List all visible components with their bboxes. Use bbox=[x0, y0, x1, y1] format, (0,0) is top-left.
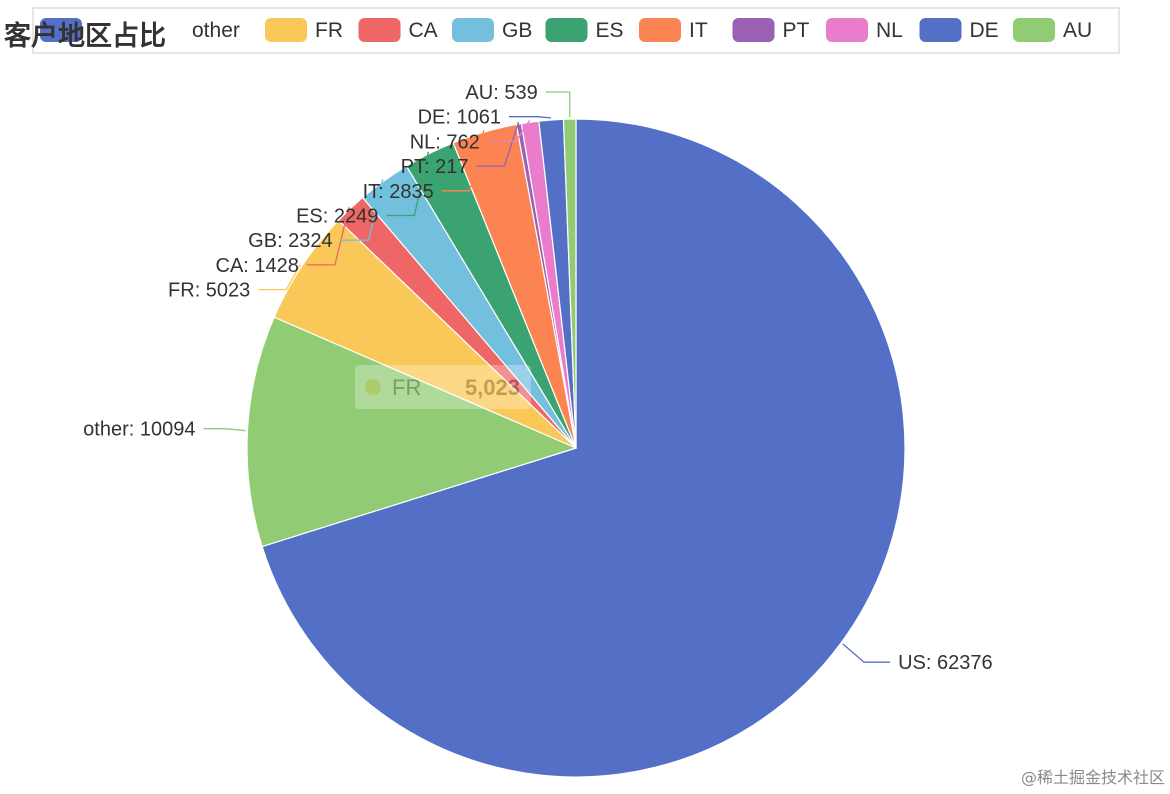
tooltip-marker bbox=[365, 379, 381, 395]
pie-slice-other[interactable] bbox=[246, 316, 578, 548]
leader-line-nl bbox=[487, 119, 531, 143]
legend-label-ca[interactable]: CA bbox=[409, 19, 438, 42]
slice-label-us: US: 62376 bbox=[898, 652, 993, 674]
legend-label-nl[interactable]: NL bbox=[876, 19, 903, 42]
legend-label-es[interactable]: ES bbox=[596, 19, 624, 42]
leader-line-fr bbox=[258, 264, 301, 291]
slice-label-other: other: 10094 bbox=[83, 419, 195, 441]
legend: other FR CA GB ES IT PT NL DE AU bbox=[32, 7, 1120, 54]
label-leader-lines bbox=[203, 91, 891, 663]
legend-marker-other[interactable] bbox=[40, 18, 82, 42]
legend-marker-nl[interactable] bbox=[826, 18, 868, 42]
slice-label-ca: CA: 1428 bbox=[216, 255, 299, 277]
leader-line-es bbox=[386, 151, 430, 217]
legend-label-gb[interactable]: GB bbox=[502, 19, 532, 42]
leader-line-ca bbox=[306, 207, 350, 266]
slice-label-nl: NL: 762 bbox=[410, 131, 480, 153]
legend-marker-fr[interactable] bbox=[265, 18, 307, 42]
leader-line-it bbox=[441, 129, 485, 192]
leader-line-pt bbox=[476, 121, 520, 167]
legend-marker-gb[interactable] bbox=[452, 18, 494, 42]
slice-labels: US: 62376 other: 10094 FR: 5023 CA: 1428 GB:… bbox=[83, 82, 992, 674]
legend-marker-it[interactable] bbox=[639, 18, 681, 42]
slice-label-gb: GB: 2324 bbox=[248, 230, 333, 252]
legend-marker-es[interactable] bbox=[545, 18, 588, 42]
legend-label-au[interactable]: AU bbox=[1063, 19, 1092, 42]
legend-marker-au[interactable] bbox=[1013, 18, 1055, 42]
legend-label-pt[interactable]: PT bbox=[783, 19, 810, 42]
chart-title: 客户地区占比 bbox=[4, 20, 166, 52]
tooltip: FR 5,023 bbox=[355, 365, 531, 409]
pie-slice-us[interactable] bbox=[261, 118, 906, 778]
legend-label-de[interactable]: DE bbox=[970, 19, 999, 42]
legend-marker-ca[interactable] bbox=[358, 18, 401, 42]
tooltip-box bbox=[355, 365, 531, 409]
tooltip-value: 5,023 bbox=[465, 375, 520, 400]
legend-label-it[interactable]: IT bbox=[689, 19, 708, 42]
leader-line-us bbox=[842, 643, 891, 663]
slice-label-au: AU: 539 bbox=[465, 82, 537, 104]
pie-slices bbox=[246, 118, 906, 778]
slice-label-de: DE: 1061 bbox=[418, 107, 501, 129]
legend-marker-de[interactable] bbox=[919, 18, 962, 42]
slice-label-it: IT: 2835 bbox=[363, 181, 434, 203]
leader-line-de bbox=[509, 116, 552, 119]
slice-label-es: ES: 2249 bbox=[296, 206, 378, 228]
watermark: @稀土掘金技术社区 bbox=[1021, 768, 1165, 787]
tooltip-name: FR bbox=[392, 375, 421, 400]
legend-marker-pt[interactable] bbox=[732, 18, 775, 42]
leader-line-au bbox=[545, 91, 571, 118]
slice-label-fr: FR: 5023 bbox=[168, 280, 250, 302]
pie-slice-au[interactable] bbox=[562, 118, 577, 449]
legend-label-fr[interactable]: FR bbox=[315, 19, 343, 42]
legend-label-other[interactable]: other bbox=[192, 19, 240, 42]
leader-line-other bbox=[203, 428, 246, 432]
legend-box bbox=[32, 7, 1120, 54]
slice-label-pt: PT: 217 bbox=[401, 156, 469, 178]
leader-line-gb bbox=[340, 179, 384, 241]
